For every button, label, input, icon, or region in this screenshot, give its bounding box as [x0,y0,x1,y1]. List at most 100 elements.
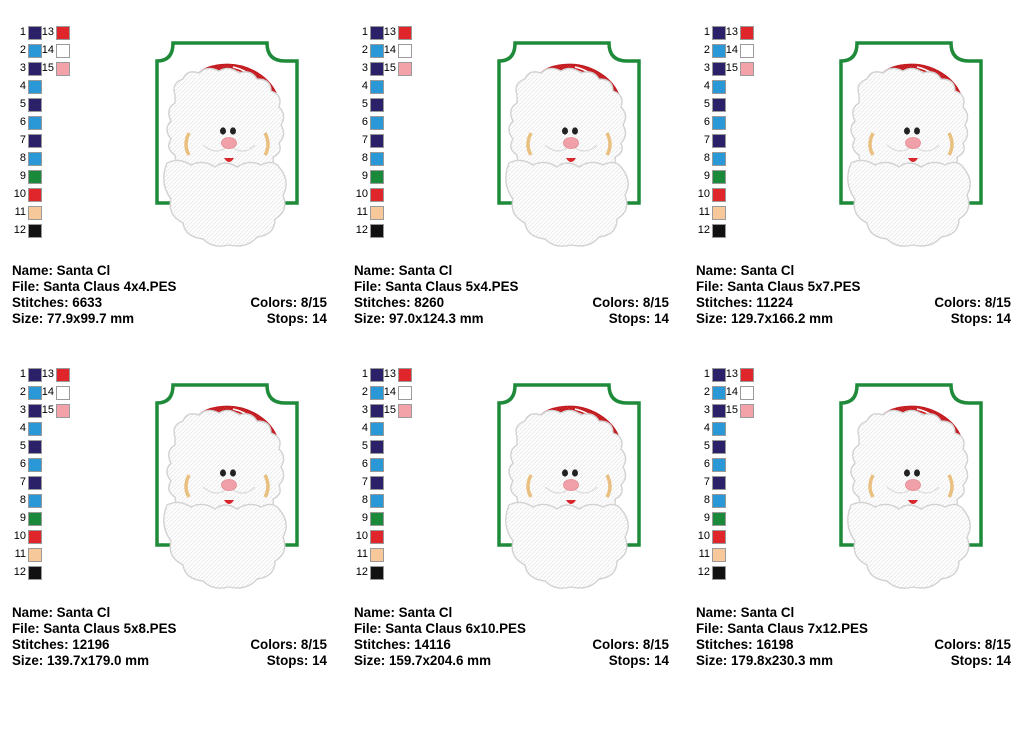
color-slot-3: 3 [12,403,42,419]
color-slot-number: 5 [703,440,710,452]
color-swatch [370,116,384,130]
color-slot-4: 4 [354,421,384,437]
color-slot-number: 6 [361,116,368,128]
color-slot-number: 9 [703,170,710,182]
color-slot-number: 9 [703,512,710,524]
color-swatch [56,62,70,76]
color-slot-9: 9 [12,511,42,527]
color-slot-number: 5 [361,98,368,110]
color-slot-1: 1 [12,25,42,41]
color-slot-number: 3 [703,62,710,74]
color-slot-2: 2 [354,385,384,401]
color-slot-7: 7 [696,133,726,149]
design-card[interactable]: 1 2 3 4 5 6 7 8 9 10 11 12 13 14 15 [354,5,684,326]
color-slot-number: 4 [361,422,368,434]
color-swatch [370,530,384,544]
color-slot-number: 9 [361,170,368,182]
color-slot-number: 3 [19,404,26,416]
color-slot-8: 8 [354,151,384,167]
color-swatch [370,404,384,418]
color-slot-13: 13 [40,25,70,41]
color-slot-9: 9 [696,169,726,185]
color-slot-number: 13 [725,26,738,38]
color-swatch [28,98,42,112]
color-swatch [28,134,42,148]
color-slot-2: 2 [354,43,384,59]
color-swatch [740,62,754,76]
design-card[interactable]: 1 2 3 4 5 6 7 8 9 10 11 12 13 14 15 [354,347,684,668]
color-swatch [370,458,384,472]
design-stitches: Stitches: 11224 [696,295,793,310]
color-slot-number: 12 [13,566,26,578]
color-slot-number: 2 [19,386,26,398]
color-swatch [712,224,726,238]
color-swatch [712,62,726,76]
color-slot-number: 2 [19,44,26,56]
color-slot-11: 11 [354,547,384,563]
color-swatch [712,116,726,130]
color-slot-10: 10 [12,187,42,203]
color-slot-number: 14 [383,44,396,56]
mouth [566,158,576,162]
color-swatch [370,224,384,238]
color-slot-number: 15 [725,62,738,74]
color-slot-5: 5 [12,97,42,113]
color-swatch [28,548,42,562]
color-slot-13: 13 [382,25,412,41]
color-swatch [740,404,754,418]
color-slot-number: 13 [383,368,396,380]
color-swatch [370,62,384,76]
color-slot-12: 12 [354,565,384,581]
embroidery-preview [475,33,651,257]
color-swatch [28,440,42,454]
color-slot-7: 7 [696,475,726,491]
color-slot-5: 5 [354,97,384,113]
color-swatch [712,44,726,58]
color-slot-8: 8 [354,493,384,509]
color-slot-number: 4 [703,80,710,92]
color-swatch [56,404,70,418]
color-slot-number: 14 [41,386,54,398]
color-swatch [370,188,384,202]
design-card[interactable]: 1 2 3 4 5 6 7 8 9 10 11 12 13 14 15 [12,347,342,668]
color-swatch [712,458,726,472]
color-slot-14: 14 [724,385,754,401]
color-slot-number: 1 [361,368,368,380]
design-stitches: Stitches: 6633 [12,295,103,310]
color-swatch [370,206,384,220]
color-swatch [398,62,412,76]
color-swatch [740,368,754,382]
color-slot-number: 8 [19,152,26,164]
eye-right [230,127,236,135]
color-swatch [28,170,42,184]
design-card[interactable]: 1 2 3 4 5 6 7 8 9 10 11 12 13 14 15 [696,5,1024,326]
color-swatch [712,512,726,526]
color-swatch [28,494,42,508]
color-slot-number: 7 [361,476,368,488]
eye-left [220,469,226,477]
beard [163,501,287,589]
eye-left [562,127,568,135]
color-slot-number: 13 [383,26,396,38]
color-swatch [28,80,42,94]
color-slot-number: 15 [41,404,54,416]
design-card[interactable]: 1 2 3 4 5 6 7 8 9 10 11 12 13 14 15 [696,347,1024,668]
color-swatch [56,386,70,400]
design-file: File: Santa Claus 5x8.PES [12,621,177,636]
santa-design [839,41,983,247]
color-slot-number: 12 [355,566,368,578]
design-card[interactable]: 1 2 3 4 5 6 7 8 9 10 11 12 13 14 15 [12,5,342,326]
eye-right [914,127,920,135]
design-stitches: Stitches: 14116 [354,637,451,652]
color-slot-number: 12 [355,224,368,236]
color-swatch [28,152,42,166]
eye-right [572,127,578,135]
color-slot-number: 1 [703,26,710,38]
color-slot-number: 1 [703,368,710,380]
color-slot-number: 7 [361,134,368,146]
design-file: File: Santa Claus 5x4.PES [354,279,519,294]
color-slot-15: 15 [40,403,70,419]
color-slot-number: 6 [361,458,368,470]
color-slot-number: 14 [725,386,738,398]
color-swatch [712,80,726,94]
